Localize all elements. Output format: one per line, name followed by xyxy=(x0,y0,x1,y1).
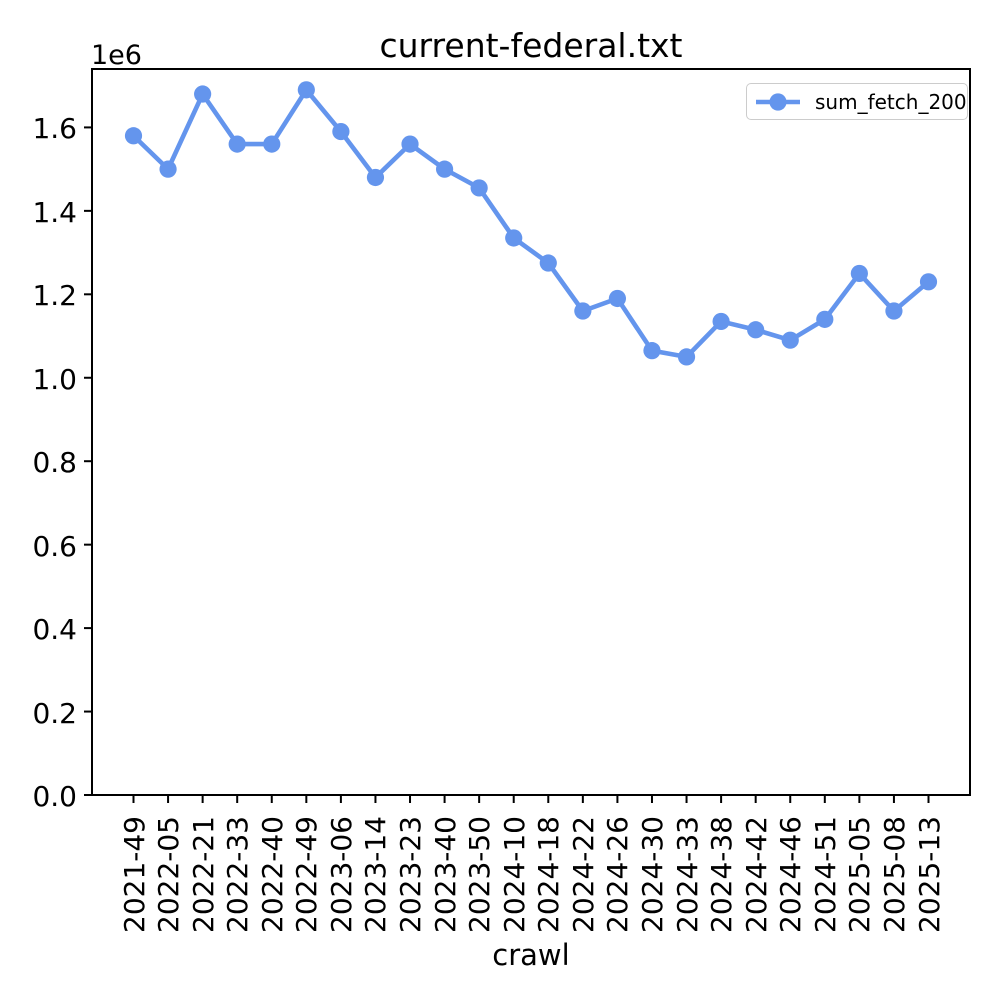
data-point-marker xyxy=(712,312,730,331)
data-point-marker xyxy=(435,160,454,178)
data-point-marker xyxy=(643,342,661,360)
y-tick-label: 1.0 xyxy=(32,362,77,396)
y-axis-offset-label: 1e6 xyxy=(91,40,142,71)
data-point-marker xyxy=(228,135,246,153)
data-point-marker xyxy=(194,85,212,103)
y-tick-label: 1.4 xyxy=(32,195,77,229)
chart-title: current-federal.txt xyxy=(379,26,683,65)
x-tick-label: 2024-38 xyxy=(705,816,739,933)
x-tick-label: 2025-13 xyxy=(912,816,946,933)
x-tick-label: 2023-14 xyxy=(359,816,393,933)
data-point-marker xyxy=(401,135,419,153)
data-point-marker xyxy=(470,179,488,197)
x-tick-label: 2022-40 xyxy=(255,816,289,933)
x-tick-label: 2024-18 xyxy=(532,816,566,933)
y-tick-label: 1.6 xyxy=(32,112,77,146)
data-point-marker xyxy=(885,302,903,320)
x-tick-label: 2025-05 xyxy=(843,816,877,933)
x-tick-label: 2024-22 xyxy=(566,816,600,933)
x-tick-label: 2024-51 xyxy=(808,816,842,933)
x-tick-label: 2023-50 xyxy=(463,816,497,933)
data-point-marker xyxy=(332,122,350,141)
data-point-marker xyxy=(919,273,938,291)
data-point-marker xyxy=(505,229,523,247)
data-point-marker xyxy=(124,127,143,145)
axes-spines xyxy=(91,68,971,796)
x-axis-label: crawl xyxy=(492,938,570,972)
x-tick-label: 2022-05 xyxy=(152,816,186,933)
x-tick-label: 2024-30 xyxy=(635,816,669,933)
data-point-marker xyxy=(539,254,557,272)
y-tick-label: 0.6 xyxy=(32,529,77,563)
x-tick-label: 2025-08 xyxy=(877,816,911,933)
x-tick-label: 2023-23 xyxy=(394,816,428,933)
x-tick-label: 2021-49 xyxy=(117,816,151,933)
data-point-marker xyxy=(816,310,834,328)
data-point-marker xyxy=(297,81,315,99)
y-tick-label: 1.2 xyxy=(32,279,77,313)
x-tick-label: 2022-33 xyxy=(221,816,255,933)
y-tick-label: 0.2 xyxy=(32,696,77,730)
x-tick-label: 2024-46 xyxy=(774,816,808,933)
legend-line-marker-icon xyxy=(756,92,800,111)
x-tick-label: 2022-49 xyxy=(290,816,324,933)
legend-label: sum_fetch_200 xyxy=(815,89,967,114)
y-tick-label: 0.8 xyxy=(32,446,77,480)
data-point-marker xyxy=(850,264,868,283)
data-line xyxy=(131,87,931,360)
x-tick-label: 2022-21 xyxy=(186,816,220,933)
data-point-marker xyxy=(747,321,765,339)
x-tick-label: 2024-10 xyxy=(497,816,531,933)
data-point-marker xyxy=(677,348,696,366)
y-tick-label: 0.0 xyxy=(32,780,77,813)
data-point-marker xyxy=(574,302,592,320)
x-tick-label: 2023-40 xyxy=(428,816,462,933)
x-tick-label: 2024-42 xyxy=(739,816,773,933)
y-tick-label: 0.4 xyxy=(32,613,77,647)
data-point-marker xyxy=(781,331,799,349)
data-point-marker xyxy=(608,289,627,308)
data-point-marker xyxy=(366,168,385,187)
data-point-marker xyxy=(263,135,281,153)
data-point-marker xyxy=(159,160,177,178)
x-tick-label: 2024-33 xyxy=(670,816,704,933)
x-tick-label: 2024-26 xyxy=(601,816,635,933)
x-tick-label: 2023-06 xyxy=(324,816,358,933)
legend: sum_fetch_200 xyxy=(746,83,968,120)
